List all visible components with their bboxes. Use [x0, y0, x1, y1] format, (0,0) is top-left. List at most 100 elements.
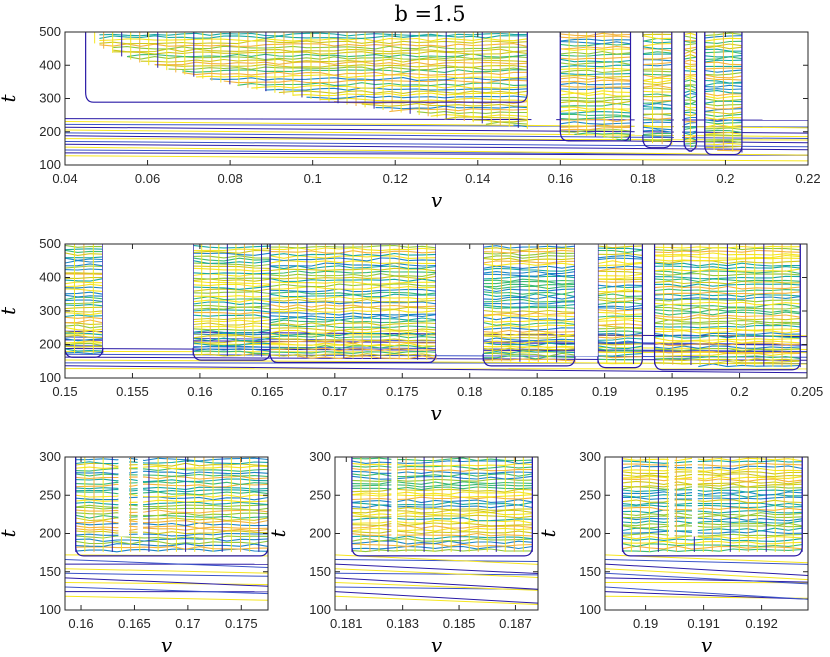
tail-contour-line: [335, 581, 538, 591]
contour-line: [193, 255, 271, 259]
contour-line: [597, 245, 643, 249]
chart-panel-3: 0.16 0.165 0.17 0.175 100 150 200 250 300 v t: [0, 449, 269, 657]
y-tick-label: 250: [579, 487, 601, 502]
contour-line: [597, 268, 643, 272]
tail-contour-line: [65, 595, 268, 601]
y-tick-label: 200: [39, 526, 61, 541]
contour-line: [602, 135, 631, 139]
contour-line: [597, 301, 643, 305]
contour-line: [193, 353, 271, 357]
contour-line: [642, 70, 672, 73]
x-tick-label: 0.205: [791, 384, 824, 399]
x-tick-label: 0.185: [443, 616, 476, 631]
contour-line: [75, 470, 268, 475]
y-tick-label: 150: [39, 564, 61, 579]
contour-line: [642, 82, 672, 86]
contour-line: [75, 488, 268, 493]
contour-line: [597, 323, 643, 326]
tail-contour-line: [65, 581, 268, 586]
contour-line: [642, 59, 672, 62]
x-tick-label: 0.16: [548, 171, 573, 186]
contour-line: [154, 63, 528, 68]
contour-line: [642, 77, 672, 81]
contour-line: [75, 480, 268, 485]
contour-line: [75, 491, 268, 496]
contour-lines: [335, 457, 538, 605]
contour-line: [642, 40, 672, 44]
contour-line: [75, 522, 268, 527]
contour-line: [597, 343, 643, 346]
y-tick-label: 400: [39, 57, 61, 72]
band-envelope: [683, 32, 698, 152]
x-tick-label: 0.17: [175, 616, 200, 631]
x-tick-label: 0.14: [465, 171, 490, 186]
y-tick-label: 300: [39, 303, 61, 318]
contour-line: [642, 113, 672, 115]
contour-line: [642, 51, 672, 55]
contour-line: [75, 486, 268, 490]
contour-line: [597, 315, 643, 318]
x-tick-label: 0.165: [251, 384, 284, 399]
x-tick-label: 0.19: [633, 616, 658, 631]
contour-line: [597, 348, 643, 352]
contour-line: [597, 289, 643, 293]
contour-line: [642, 129, 672, 133]
contour-line: [75, 540, 268, 545]
contour-line: [193, 285, 271, 290]
contour-line: [642, 90, 672, 93]
contour-line: [642, 116, 672, 120]
contour-line: [75, 532, 268, 537]
contour-line: [642, 79, 672, 84]
contour-line: [642, 43, 672, 47]
tail-contour-line: [335, 595, 538, 605]
contour-line: [99, 40, 528, 45]
contour-line: [430, 114, 528, 118]
contour-line: [75, 543, 268, 547]
contour-line: [154, 61, 528, 66]
y-tick-label: 300: [39, 449, 61, 464]
contour-line: [75, 545, 268, 550]
contour-line: [251, 84, 528, 89]
x-tick-label: 0.1: [304, 171, 322, 186]
contour-band: [351, 457, 533, 557]
contour-line: [375, 105, 528, 110]
x-tick-label: 0.175: [386, 384, 419, 399]
contour-line: [75, 462, 268, 467]
contour-line: [574, 132, 631, 135]
tail-contour-line: [605, 568, 808, 581]
contour-line: [597, 340, 643, 344]
y-axis-label: t: [0, 306, 20, 315]
tail-contour-line: [335, 568, 538, 578]
contour-line: [597, 293, 643, 297]
contour-line: [140, 58, 528, 63]
chart-panel-2: 0.15 0.155 0.16 0.165 0.17 0.175 0.18 0.185 0.19…: [0, 236, 823, 425]
contour-line: [597, 280, 643, 283]
band-gap: [692, 457, 698, 537]
contour-line: [597, 296, 643, 300]
contour-line: [642, 95, 672, 98]
y-tick-label: 300: [39, 91, 61, 106]
contour-line: [444, 116, 528, 121]
contour-line: [597, 309, 643, 312]
contour-line: [597, 298, 643, 302]
contour-line: [193, 280, 271, 285]
contour-line: [193, 337, 271, 342]
contour-line: [193, 325, 271, 328]
x-axis-label: v: [431, 188, 443, 212]
contour-line: [75, 457, 268, 462]
contour-line: [597, 330, 643, 334]
x-tick-label: 0.192: [745, 616, 778, 631]
x-axis-label: v: [430, 401, 442, 425]
contour-line: [513, 124, 528, 128]
x-axis-label: v: [431, 633, 443, 657]
tail-contour-line: [65, 155, 808, 162]
contour-line: [193, 267, 271, 272]
contour-line: [642, 73, 672, 76]
y-tick-label: 250: [309, 487, 331, 502]
contour-line: [237, 82, 528, 87]
contour-line: [182, 71, 528, 76]
contour-line: [193, 257, 271, 262]
contour-line: [193, 348, 271, 352]
x-tick-label: 0.16: [187, 384, 212, 399]
